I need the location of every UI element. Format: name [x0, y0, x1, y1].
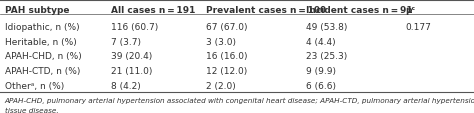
Text: Otherᵃ, n (%): Otherᵃ, n (%) — [5, 81, 64, 90]
Text: 16 (16.0): 16 (16.0) — [206, 52, 248, 61]
Text: 4 (4.4): 4 (4.4) — [306, 37, 336, 46]
Text: 8 (4.2): 8 (4.2) — [111, 81, 141, 90]
Text: 0.177: 0.177 — [405, 23, 431, 32]
Text: 2 (2.0): 2 (2.0) — [206, 81, 236, 90]
Text: PAH subtype: PAH subtype — [5, 6, 69, 15]
Text: 67 (67.0): 67 (67.0) — [206, 23, 248, 32]
Text: 21 (11.0): 21 (11.0) — [111, 67, 153, 76]
Text: Incident cases n = 91: Incident cases n = 91 — [306, 6, 412, 15]
Text: 6 (6.6): 6 (6.6) — [306, 81, 336, 90]
Text: 3 (3.0): 3 (3.0) — [206, 37, 236, 46]
Text: tissue disease.: tissue disease. — [5, 107, 58, 113]
Text: Idiopathic, n (%): Idiopathic, n (%) — [5, 23, 79, 32]
Text: APAH-CHD, n (%): APAH-CHD, n (%) — [5, 52, 82, 61]
Text: 49 (53.8): 49 (53.8) — [306, 23, 347, 32]
Text: Heritable, n (%): Heritable, n (%) — [5, 37, 76, 46]
Text: 7 (3.7): 7 (3.7) — [111, 37, 141, 46]
Text: 12 (12.0): 12 (12.0) — [206, 67, 247, 76]
Text: 39 (20.4): 39 (20.4) — [111, 52, 153, 61]
Text: All cases n = 191: All cases n = 191 — [111, 6, 196, 15]
Text: APAH-CHD, pulmonary arterial hypertension associated with congenital heart disea: APAH-CHD, pulmonary arterial hypertensio… — [5, 97, 474, 103]
Text: Prevalent cases n = 100: Prevalent cases n = 100 — [206, 6, 326, 15]
Text: 9 (9.9): 9 (9.9) — [306, 67, 336, 76]
Text: 23 (25.3): 23 (25.3) — [306, 52, 347, 61]
Text: APAH-CTD, n (%): APAH-CTD, n (%) — [5, 67, 80, 76]
Text: 116 (60.7): 116 (60.7) — [111, 23, 159, 32]
Text: pᶜ: pᶜ — [405, 6, 415, 15]
